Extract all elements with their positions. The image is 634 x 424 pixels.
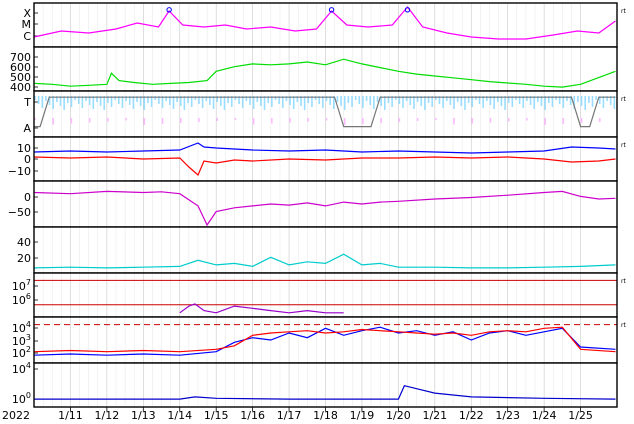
y-tick-label: 40 (17, 236, 31, 249)
x-tick-label: 1/13 (131, 409, 156, 422)
panel-right-marker: rt (621, 278, 626, 285)
chart-panels: XMCrt700600500400TArt100−10rt0−504020107… (8, 2, 626, 408)
series-line-1 (34, 384, 616, 400)
panel-grid (42, 47, 581, 91)
x-tick-label: 1/12 (95, 409, 120, 422)
y-tick-label: 107 (12, 278, 31, 293)
x-tick-label: 1/11 (58, 409, 83, 422)
x-tick-label: 1/18 (313, 409, 338, 422)
y-tick-label: 700 (10, 51, 31, 64)
y-tick-label: M (22, 18, 32, 31)
series-line-1 (33, 253, 616, 269)
x-tick-label: 1/20 (386, 409, 411, 422)
x-axis: 2022 1/11 1/12 1/13 1/14 1/15 1/16 1/17 1/18 1/19… (2, 407, 593, 422)
y-tick-label: C (23, 30, 31, 43)
x-tick-label: 1/23 (495, 409, 520, 422)
panel-grid (42, 3, 581, 47)
y-tick-label: 102 (12, 345, 31, 360)
y-tick-label: T (23, 96, 31, 109)
series-line-1 (33, 58, 616, 88)
series-line-1 (33, 326, 616, 356)
y-tick-label: A (23, 122, 31, 135)
x-tick-label: 1/14 (167, 409, 192, 422)
series-line-1 (33, 142, 616, 154)
series-line-2 (33, 326, 616, 353)
panel-right-marker: rt (621, 142, 626, 149)
y-tick-label: 104 (12, 361, 31, 376)
panel-grid (42, 181, 581, 227)
y-tick-label: −10 (8, 165, 31, 178)
series-line-1 (34, 96, 616, 128)
x-tick-label: 1/22 (459, 409, 484, 422)
series-line-2 (33, 156, 616, 176)
x-tick-label: 1/19 (350, 409, 375, 422)
panel-right-marker: rt (621, 8, 626, 15)
x-tick-label: 1/17 (277, 409, 302, 422)
y-tick-label: X (23, 7, 31, 20)
panel-high-energy-flux: 104 100 (12, 361, 618, 408)
event-marker (166, 7, 172, 13)
y-tick-label: 106 (12, 292, 31, 307)
event-marker (404, 7, 411, 13)
x-tick-label: 1/25 (568, 409, 593, 422)
x-tick-label: 1/15 (204, 409, 229, 422)
y-tick-label: 10 (17, 142, 31, 155)
y-tick-label: −50 (8, 206, 31, 219)
panel-right-marker: rt (621, 96, 626, 103)
event-marker (328, 7, 335, 13)
series-line-1 (179, 303, 344, 314)
y-tick-label: 0 (24, 191, 31, 204)
y-tick-label: 500 (10, 71, 31, 84)
panel-grid (42, 91, 581, 137)
x-tick-label: 1/24 (532, 409, 557, 422)
panel-dst: 0−50 (8, 180, 618, 228)
x-year-label: 2022 (2, 409, 30, 422)
x-tick-label: 1/16 (240, 409, 265, 422)
y-tick-label: 600 (10, 61, 31, 74)
y-tick-label: 0 (24, 153, 31, 166)
panel-imf-bz-bt: 100−10 rt (8, 136, 626, 182)
series-line-1 (33, 6, 616, 40)
y-tick-label: 100 (12, 391, 31, 406)
series-line-1 (33, 190, 616, 227)
panel-right-marker: rt (621, 322, 626, 329)
y-tick-label: 20 (17, 252, 31, 265)
y-tick-label: 400 (10, 81, 31, 94)
x-tick-label: 1/21 (422, 409, 447, 422)
